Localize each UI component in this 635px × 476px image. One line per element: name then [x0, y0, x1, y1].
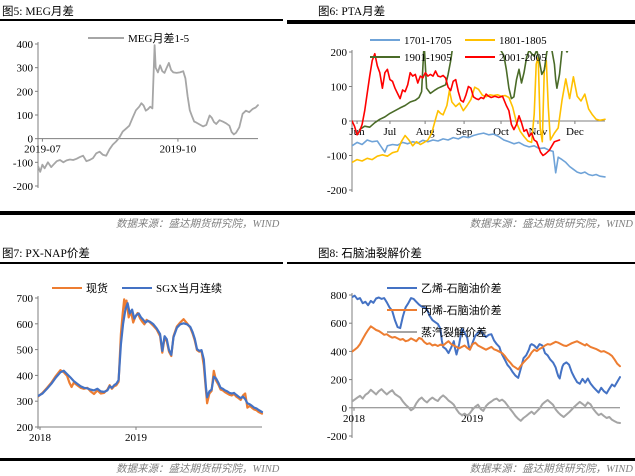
chart5-meg-month-spread-chart: 400 300 200 100 0 -100 -200 2019-07 2019-10 MEG月差… — [13, 31, 259, 193]
bottom-section-divider — [0, 458, 635, 461]
svg-text:200: 200 — [331, 47, 348, 59]
svg-text:2001-2005: 2001-2005 — [499, 52, 547, 64]
svg-text:-100: -100 — [13, 157, 34, 169]
svg-text:300: 300 — [17, 63, 34, 75]
svg-text:MEG月差1-5: MEG月差1-5 — [128, 31, 190, 45]
attribution-top-right: 数据来源：盛达期货研究院，WIND — [469, 219, 633, 230]
svg-text:200: 200 — [17, 422, 34, 434]
chart5-title-rule — [0, 19, 283, 21]
svg-text:2018: 2018 — [29, 432, 52, 444]
svg-text:200: 200 — [331, 375, 348, 387]
svg-text:SGX当月连续: SGX当月连续 — [156, 281, 222, 295]
svg-text:Jul: Jul — [384, 126, 397, 138]
svg-text:0: 0 — [342, 403, 348, 415]
svg-text:400: 400 — [17, 370, 34, 382]
chart8-title: 图8: 石脑油裂解价差 — [318, 248, 422, 260]
svg-text:600: 600 — [331, 318, 348, 330]
svg-text:0: 0 — [342, 116, 348, 128]
svg-text:Sep: Sep — [456, 126, 473, 138]
svg-text:1701-1705: 1701-1705 — [404, 35, 452, 47]
svg-text:800: 800 — [331, 290, 348, 302]
attribution-top-left: 数据来源：盛达期货研究院，WIND — [116, 219, 280, 230]
svg-text:400: 400 — [331, 346, 348, 358]
svg-text:-200: -200 — [327, 185, 348, 197]
chart5-title: 图5: MEG月差 — [2, 6, 74, 18]
svg-text:蒸汽裂解价差: 蒸汽裂解价差 — [421, 325, 487, 339]
svg-text:1801-1805: 1801-1805 — [499, 35, 547, 47]
svg-text:-100: -100 — [327, 151, 348, 163]
svg-text:1901-1905: 1901-1905 — [404, 52, 452, 64]
chart7-title-rule — [0, 262, 283, 264]
svg-text:500: 500 — [17, 345, 34, 357]
svg-text:Dec: Dec — [566, 126, 584, 138]
chart6-title: 图6: PTA月差 — [318, 6, 386, 18]
svg-text:200: 200 — [17, 86, 34, 98]
svg-text:700: 700 — [17, 293, 34, 305]
attribution-bottom-right: 数据来源：盛达期货研究院，WIND — [469, 464, 633, 475]
svg-text:-200: -200 — [327, 431, 348, 443]
svg-text:-200: -200 — [13, 181, 34, 193]
mid-section-divider — [0, 211, 635, 215]
svg-text:100: 100 — [331, 82, 348, 94]
chart8-title-rule — [287, 262, 635, 264]
svg-text:现货: 现货 — [86, 281, 108, 295]
chart6-title-rule — [287, 20, 635, 24]
svg-text:2019-07: 2019-07 — [24, 144, 61, 156]
svg-text:2019: 2019 — [125, 432, 148, 444]
svg-text:2018: 2018 — [343, 413, 366, 425]
svg-text:400: 400 — [17, 39, 34, 51]
svg-text:300: 300 — [17, 396, 34, 408]
svg-text:2019-10: 2019-10 — [160, 144, 197, 156]
svg-text:0: 0 — [28, 134, 34, 146]
attribution-bottom-left: 数据来源：盛达期货研究院，WIND — [116, 464, 280, 475]
svg-text:Oct: Oct — [493, 126, 509, 138]
svg-text:乙烯-石脑油价差: 乙烯-石脑油价差 — [421, 281, 502, 295]
chart7-title: 图7: PX-NAP价差 — [2, 248, 90, 260]
svg-text:600: 600 — [17, 319, 34, 331]
svg-text:100: 100 — [17, 110, 34, 122]
svg-text:丙烯-石脑油价差: 丙烯-石脑油价差 — [421, 303, 502, 317]
